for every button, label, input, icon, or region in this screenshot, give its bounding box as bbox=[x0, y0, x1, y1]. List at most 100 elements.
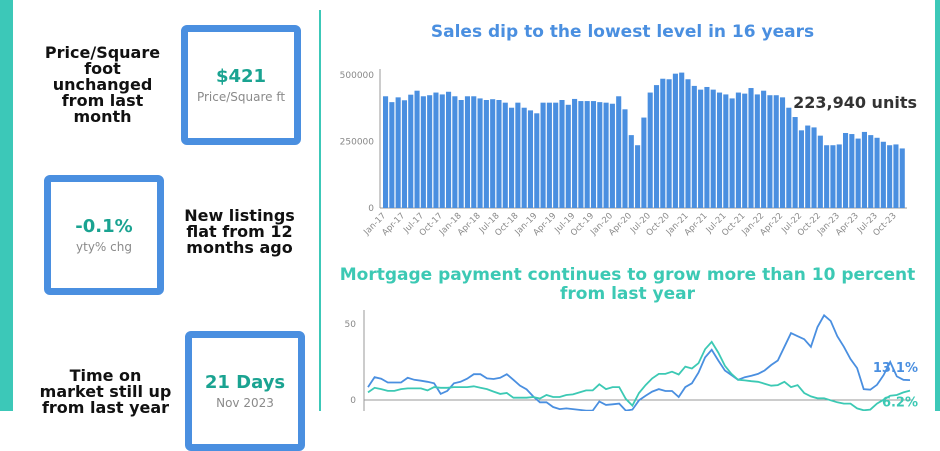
bar bbox=[603, 102, 609, 208]
bar bbox=[502, 102, 508, 208]
bar bbox=[704, 86, 710, 208]
bar bbox=[786, 107, 792, 208]
kpi-price-sub: Price/Square ft bbox=[196, 90, 286, 104]
sales-annotation: 223,940 units bbox=[793, 93, 917, 112]
bar bbox=[540, 102, 546, 208]
bar bbox=[446, 91, 452, 208]
bar bbox=[414, 90, 420, 208]
bar-y-tick-label: 500000 bbox=[340, 71, 375, 81]
bar bbox=[647, 92, 653, 208]
bar bbox=[748, 88, 754, 208]
kpi-listings-sub: yty% chg bbox=[76, 240, 132, 254]
bar bbox=[590, 101, 597, 208]
bar bbox=[641, 117, 647, 208]
bar bbox=[672, 73, 678, 208]
bar bbox=[735, 92, 741, 208]
bar bbox=[420, 96, 426, 208]
bar bbox=[861, 131, 867, 208]
bar bbox=[546, 102, 552, 208]
series-end-label: 6.2% bbox=[882, 396, 918, 411]
bar bbox=[452, 96, 458, 208]
bar bbox=[830, 145, 836, 208]
series-end-label: 13.1% bbox=[873, 361, 918, 376]
bar bbox=[395, 97, 401, 208]
bar bbox=[710, 89, 716, 208]
bar bbox=[609, 103, 615, 208]
bar bbox=[899, 148, 905, 208]
bar bbox=[849, 134, 855, 208]
line-series-1 bbox=[367, 340, 911, 411]
bar bbox=[855, 138, 861, 208]
sales-chart-title: Sales dip to the lowest level in 16 year… bbox=[430, 22, 815, 42]
kpi-time-sub: Nov 2023 bbox=[216, 396, 274, 410]
bar bbox=[471, 96, 477, 208]
bar-y-tick-label: 0 bbox=[368, 204, 374, 214]
bar bbox=[773, 95, 779, 208]
line-y-tick-label: 50 bbox=[345, 320, 357, 330]
bar bbox=[572, 98, 578, 208]
kpi-price-value: $421 bbox=[215, 66, 267, 87]
bar bbox=[698, 89, 704, 208]
mortgage-title-line-1: Mortgage payment continues to grow more … bbox=[339, 265, 916, 285]
charts-canvas: 0250000500000Jan-17Apr-17Jul-17Oct-17Jan… bbox=[340, 69, 918, 411]
bar bbox=[754, 94, 760, 208]
bar bbox=[534, 113, 540, 208]
bar bbox=[842, 132, 849, 208]
bar bbox=[761, 90, 767, 208]
panel-divider bbox=[319, 10, 321, 411]
right-accent-bar bbox=[935, 0, 940, 411]
bar bbox=[509, 107, 515, 208]
mortgage-title-line-2: from last year bbox=[559, 284, 696, 304]
bar bbox=[616, 96, 622, 208]
bar bbox=[836, 144, 842, 208]
bar bbox=[553, 102, 559, 208]
bar bbox=[685, 79, 691, 208]
bar bbox=[433, 92, 439, 208]
kpi-price-text: Price/Square foot unchanged from last mo… bbox=[44, 43, 161, 126]
bar bbox=[792, 117, 798, 208]
kpi-time-value: 21 Days bbox=[204, 372, 286, 393]
bar bbox=[723, 94, 729, 208]
kpi-listings-value: -0.1% bbox=[75, 216, 133, 237]
bar bbox=[798, 130, 804, 208]
bar bbox=[716, 92, 723, 208]
bar bbox=[427, 95, 433, 208]
bar bbox=[887, 145, 893, 208]
left-accent-bar bbox=[0, 0, 13, 411]
mortgage-chart-title: Mortgage payment continues to grow more … bbox=[330, 266, 925, 304]
bar bbox=[874, 137, 880, 208]
bar bbox=[729, 98, 735, 208]
bar bbox=[868, 135, 874, 208]
bar bbox=[742, 93, 748, 208]
bar bbox=[811, 127, 817, 208]
bar bbox=[490, 99, 496, 208]
bar bbox=[477, 98, 483, 208]
bar bbox=[458, 100, 464, 208]
bar bbox=[464, 96, 471, 208]
bar bbox=[622, 109, 628, 208]
bar bbox=[893, 144, 899, 208]
bar bbox=[880, 141, 886, 208]
bar bbox=[597, 102, 603, 208]
kpi-price-box: $421 Price/Square ft bbox=[181, 25, 301, 145]
bar bbox=[817, 135, 823, 208]
bar bbox=[515, 102, 521, 208]
bar bbox=[439, 94, 445, 208]
bar bbox=[691, 85, 697, 208]
bar bbox=[408, 94, 414, 208]
bar bbox=[383, 96, 389, 208]
bar bbox=[496, 100, 502, 208]
bar bbox=[401, 100, 408, 208]
bar bbox=[521, 107, 527, 208]
bar bbox=[653, 85, 660, 208]
kpi-listings-box: -0.1% yty% chg bbox=[44, 175, 164, 295]
bar bbox=[578, 101, 584, 208]
bar bbox=[779, 97, 786, 208]
bar bbox=[635, 145, 641, 208]
bar bbox=[660, 78, 666, 208]
bar bbox=[679, 72, 685, 208]
line-y-tick-label: 0 bbox=[350, 396, 356, 406]
bar bbox=[805, 125, 811, 208]
bar bbox=[584, 101, 590, 208]
bar bbox=[767, 95, 773, 208]
